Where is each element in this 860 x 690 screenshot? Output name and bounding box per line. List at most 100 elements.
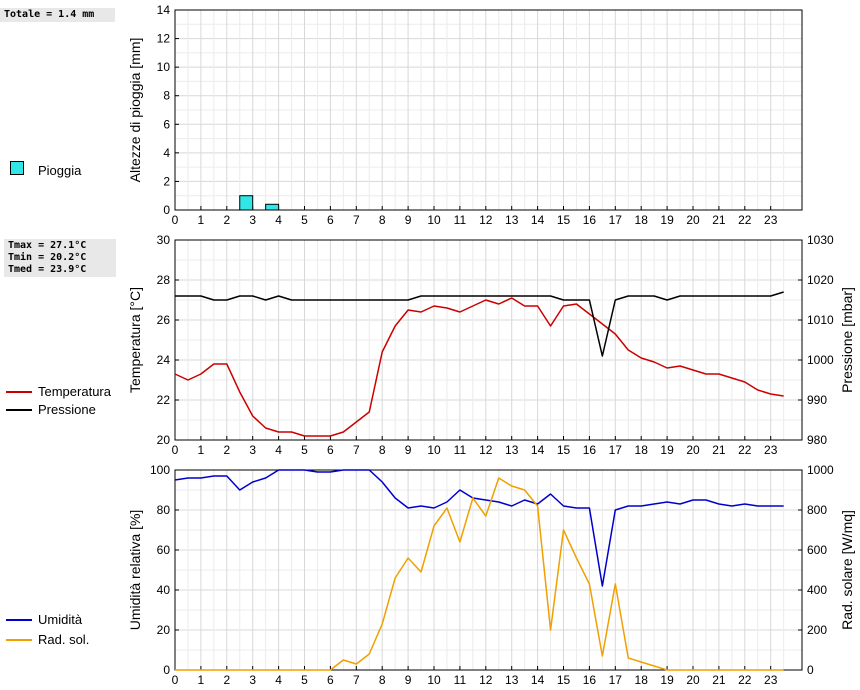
y-right-tick-label: 1000 [807, 353, 834, 367]
y-tick-label: 10 [157, 60, 171, 74]
x-tick-label: 20 [686, 213, 700, 227]
y-right-tick-label: 400 [807, 583, 827, 597]
temp-stats-box: Tmax = 27.1°C Tmin = 20.2°C Tmed = 23.9°… [4, 239, 116, 277]
y-right-tick-label: 800 [807, 503, 827, 517]
y-right-tick-label: 980 [807, 433, 827, 447]
x-tick-label: 9 [405, 443, 412, 457]
y-right-tick-label: 1000 [807, 463, 834, 477]
x-tick-label: 0 [172, 443, 179, 457]
x-tick-label: 11 [454, 673, 467, 687]
x-tick-label: 10 [427, 673, 441, 687]
y-right-tick-label: 1020 [807, 273, 834, 287]
x-tick-label: 21 [712, 443, 726, 457]
legend-line-humidity [6, 619, 32, 621]
y-axis-label: Temperatura [°C] [127, 287, 143, 393]
y-tick-label: 6 [163, 117, 170, 131]
y-tick-label: 28 [157, 273, 171, 287]
series-line-pressione [175, 291, 784, 357]
y-tick-label: 26 [157, 313, 171, 327]
x-tick-label: 1 [198, 673, 205, 687]
x-tick-label: 19 [660, 213, 674, 227]
x-tick-label: 4 [275, 673, 282, 687]
x-tick-label: 22 [738, 213, 752, 227]
x-tick-label: 11 [454, 443, 467, 457]
x-tick-label: 11 [454, 213, 467, 227]
x-tick-label: 17 [609, 213, 623, 227]
y-right-axis-label: Rad. solare [W/mq] [839, 510, 855, 630]
x-tick-label: 16 [583, 443, 597, 457]
x-tick-label: 14 [531, 213, 545, 227]
legend-line-radiation [6, 639, 32, 641]
y-tick-label: 20 [157, 623, 171, 637]
y-tick-label: 80 [157, 503, 171, 517]
x-tick-label: 18 [635, 673, 649, 687]
x-tick-label: 15 [557, 213, 571, 227]
x-tick-label: 12 [479, 673, 493, 687]
x-tick-label: 9 [405, 213, 412, 227]
rain-total-text: Totale = 1.4 mm [4, 9, 95, 20]
x-tick-label: 5 [301, 443, 308, 457]
rain-bar [265, 203, 280, 211]
y-right-axis-label: Pressione [mbar] [839, 287, 855, 393]
legend-label-radiation: Rad. sol. [38, 632, 90, 647]
plot-frame [174, 9, 803, 211]
rain-bar [239, 195, 254, 211]
x-tick-label: 3 [249, 673, 256, 687]
x-tick-label: 12 [479, 443, 493, 457]
x-tick-label: 9 [405, 673, 412, 687]
x-tick-label: 3 [249, 213, 256, 227]
y-tick-label: 12 [157, 32, 171, 46]
y-right-tick-label: 990 [807, 393, 827, 407]
x-tick-label: 5 [301, 673, 308, 687]
legend-label-rain: Pioggia [38, 163, 82, 178]
x-tick-label: 2 [223, 213, 230, 227]
x-tick-label: 7 [353, 213, 360, 227]
y-tick-label: 30 [157, 233, 171, 247]
x-tick-label: 13 [505, 673, 519, 687]
legend-label-temperature: Temperatura [38, 384, 111, 399]
x-tick-label: 13 [505, 443, 519, 457]
x-tick-label: 1 [198, 443, 205, 457]
x-tick-label: 8 [379, 443, 386, 457]
plot-frame [174, 469, 803, 671]
x-tick-label: 18 [635, 443, 649, 457]
y-right-tick-label: 200 [807, 623, 827, 637]
x-tick-label: 1 [198, 213, 205, 227]
plot-frame [174, 239, 803, 441]
x-tick-label: 0 [172, 673, 179, 687]
x-tick-label: 15 [557, 673, 571, 687]
x-tick-label: 17 [609, 443, 623, 457]
y-axis-label: Umidità relativa [%] [127, 510, 143, 631]
series-line-temperatura [174, 297, 784, 437]
temp-min-text: Tmin = 20.2°C [8, 252, 87, 263]
y-tick-label: 8 [163, 89, 170, 103]
legend-swatch-rain [10, 161, 24, 175]
y-axis-label: Altezze di pioggia [mm] [127, 38, 143, 183]
x-tick-label: 2 [223, 443, 230, 457]
x-tick-label: 23 [764, 443, 778, 457]
x-tick-label: 19 [660, 673, 674, 687]
y-tick-label: 0 [163, 663, 170, 677]
x-tick-label: 12 [479, 213, 493, 227]
y-tick-label: 100 [150, 463, 170, 477]
x-tick-label: 3 [249, 443, 256, 457]
y-tick-label: 0 [163, 203, 170, 217]
series-line-rad-sol- [175, 477, 784, 671]
legend-line-temperature [6, 391, 32, 393]
y-tick-label: 4 [163, 146, 170, 160]
x-tick-label: 13 [505, 213, 519, 227]
temp-mean-text: Tmed = 23.9°C [8, 264, 87, 275]
x-tick-label: 21 [712, 213, 726, 227]
x-tick-label: 22 [738, 443, 752, 457]
y-tick-label: 22 [157, 393, 171, 407]
x-tick-label: 16 [583, 213, 597, 227]
x-tick-label: 22 [738, 673, 752, 687]
x-tick-label: 4 [275, 213, 282, 227]
x-tick-label: 15 [557, 443, 571, 457]
y-tick-label: 14 [157, 3, 171, 17]
rain-total-box: Totale = 1.4 mm [0, 8, 115, 22]
x-tick-label: 4 [275, 443, 282, 457]
y-tick-label: 60 [157, 543, 171, 557]
x-tick-label: 21 [712, 673, 726, 687]
